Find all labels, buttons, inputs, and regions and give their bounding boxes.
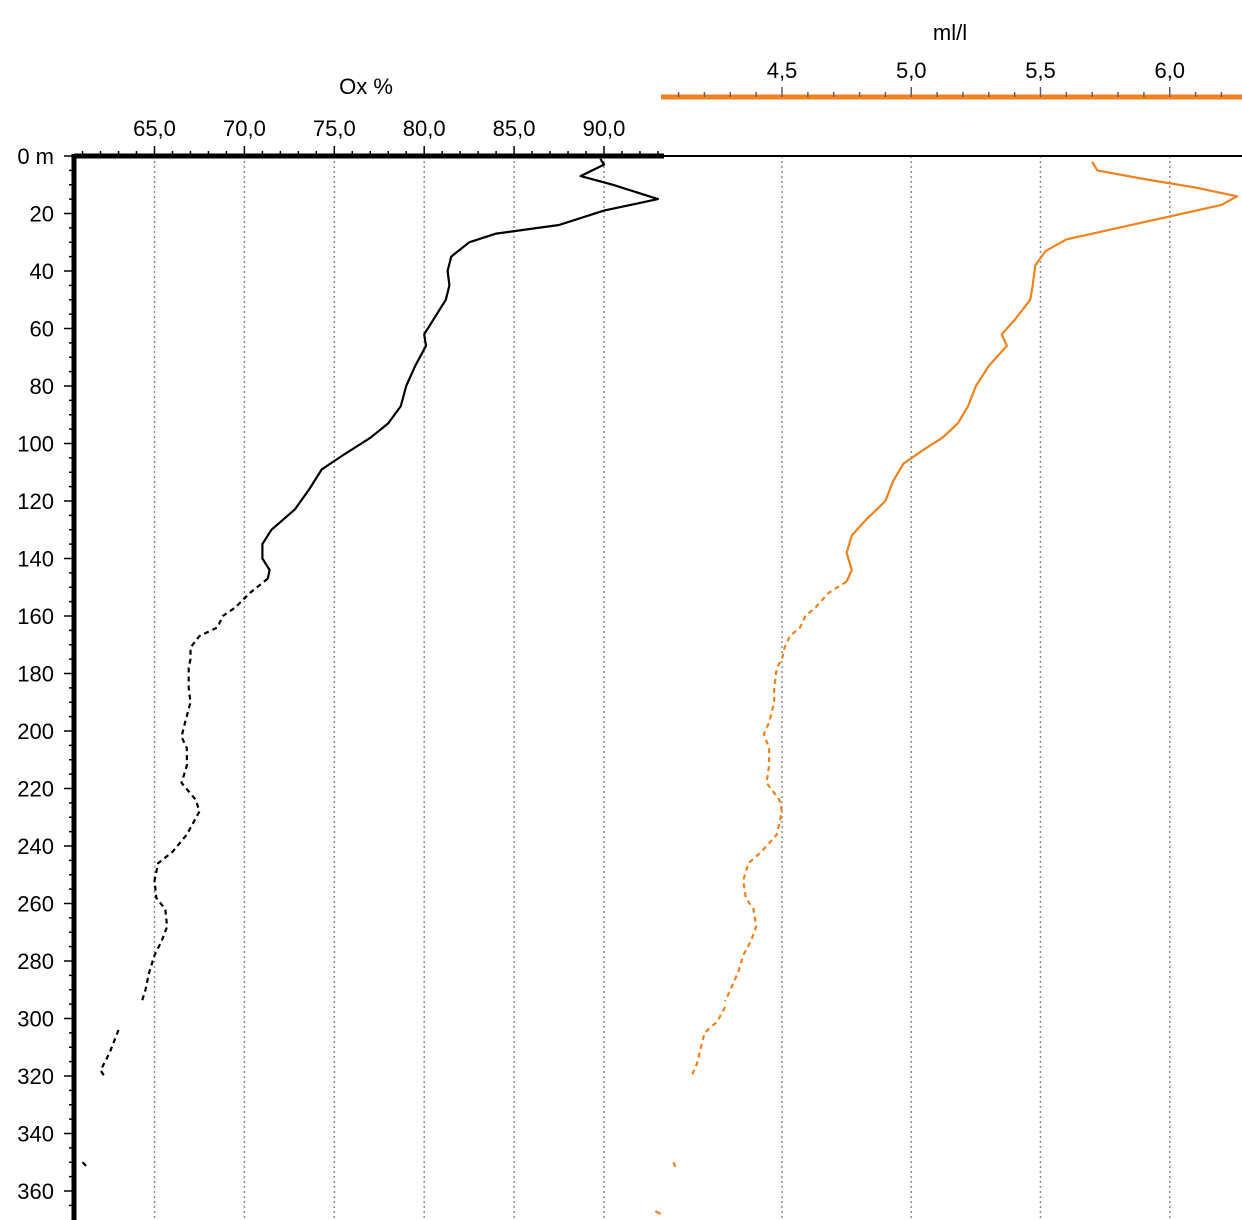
ox-tick-label: 65,0 <box>133 116 176 141</box>
depth-tick-label: 240 <box>17 834 54 859</box>
depth-tick-label: 340 <box>17 1122 54 1147</box>
profile-line-solid <box>261 158 659 579</box>
ox-axis-title: Ox % <box>339 74 393 99</box>
depth-tick-label: 20 <box>30 202 54 227</box>
depth-tick-label: 120 <box>17 489 54 514</box>
depth-tick-label: 80 <box>30 374 54 399</box>
profile-line-dashed <box>140 577 269 1002</box>
profile-line-solid <box>845 161 1239 582</box>
depth-axis: 0 m 20 40 60 80 100 120 140 160 180 200 220 240 260 28… <box>17 144 77 1220</box>
depth-tick-label: 220 <box>17 777 54 802</box>
ml-per-l-axis: 4,5 5,0 5,5 6,0 <box>661 58 1242 100</box>
mll-tick-label: 5,0 <box>896 58 927 83</box>
profile-line-dashed <box>81 1161 89 1169</box>
depth-tick-label: 280 <box>17 949 54 974</box>
depth-tick-label: 140 <box>17 547 54 572</box>
profile-line-solid <box>654 1210 662 1215</box>
ox-tick-label: 90,0 <box>583 116 626 141</box>
ox-tick-label: 80,0 <box>403 116 446 141</box>
depth-tick-label: 100 <box>17 432 54 457</box>
mll-tick-label: 6,0 <box>1154 58 1185 83</box>
ox-tick-label: 75,0 <box>313 116 356 141</box>
mll-tick-label: 4,5 <box>767 58 798 83</box>
ox-percent-axis: 65,0 70,0 75,0 80,0 85,0 90,0 <box>74 116 664 159</box>
profile-line-dashed <box>724 580 848 1002</box>
mll-axis-title: ml/l <box>933 20 967 45</box>
profile-line-dashed <box>99 1029 120 1077</box>
profile-line-dashed <box>690 1006 727 1077</box>
profile-line-dashed <box>672 1161 678 1169</box>
vertical-grid-lines <box>153 155 1242 1220</box>
depth-tick-label: 300 <box>17 1007 54 1032</box>
ox-tick-label: 85,0 <box>493 116 536 141</box>
depth-tick-label: 180 <box>17 662 54 687</box>
depth-tick-label: 160 <box>17 604 54 629</box>
depth-tick-label: 40 <box>30 259 54 284</box>
ox-tick-label: 70,0 <box>223 116 266 141</box>
depth-tick-label: 60 <box>30 317 54 342</box>
depth-tick-label: 0 m <box>17 144 54 169</box>
depth-tick-label: 360 <box>17 1179 54 1204</box>
profile-lines <box>81 158 1239 1215</box>
depth-tick-label: 320 <box>17 1064 54 1089</box>
mll-tick-label: 5,5 <box>1025 58 1056 83</box>
depth-tick-label: 260 <box>17 892 54 917</box>
depth-tick-label: 200 <box>17 719 54 744</box>
